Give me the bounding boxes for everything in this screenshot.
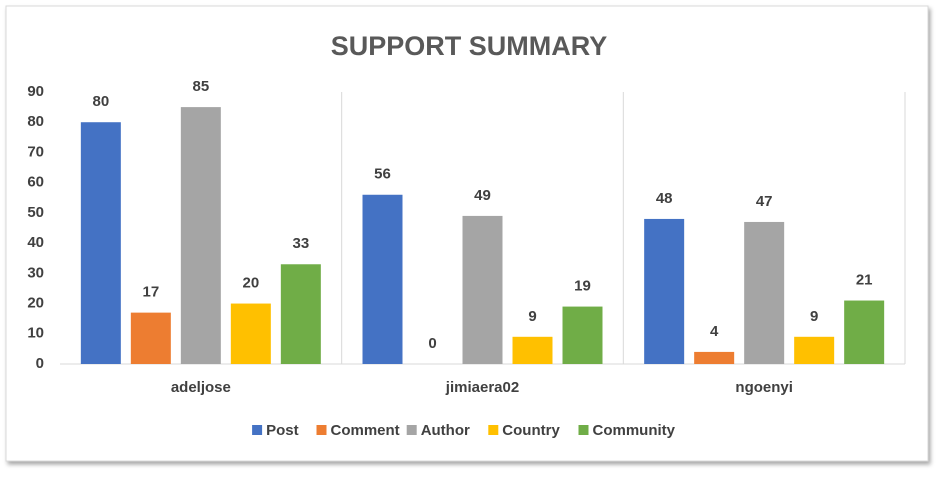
bar: [844, 300, 885, 364]
y-tick-label: 80: [27, 113, 44, 130]
bar: [462, 215, 503, 364]
legend-label: Community: [593, 422, 676, 439]
y-tick-label: 20: [27, 295, 44, 312]
bar: [794, 336, 835, 364]
bar: [744, 221, 785, 364]
data-label: 47: [756, 193, 773, 210]
data-label: 85: [192, 78, 209, 95]
data-label: 17: [142, 284, 159, 301]
bar: [562, 306, 603, 364]
y-tick-label: 90: [27, 83, 44, 100]
y-tick-label: 50: [27, 204, 44, 221]
legend-label: Country: [502, 422, 560, 439]
bar: [512, 336, 553, 364]
data-label: 0: [428, 335, 436, 352]
bar: [180, 107, 221, 364]
data-label: 48: [656, 190, 673, 207]
data-label: 20: [242, 275, 259, 292]
y-tick-label: 40: [27, 234, 44, 251]
legend-swatch: [252, 425, 263, 435]
bar: [362, 194, 403, 364]
data-label: 49: [474, 187, 491, 204]
bar: [230, 303, 271, 364]
legend-swatch: [578, 425, 589, 435]
x-tick-label: jimiaera02: [445, 379, 519, 396]
bar: [280, 264, 321, 364]
legend-label: Comment: [331, 422, 400, 439]
data-label: 33: [292, 235, 309, 252]
legend-swatch: [488, 425, 499, 435]
x-tick-label: adeljose: [171, 379, 231, 396]
x-tick-label: ngoenyi: [735, 379, 793, 396]
data-label: 9: [528, 308, 536, 325]
legend-label: Author: [421, 422, 470, 439]
bar: [694, 351, 735, 364]
y-tick-label: 60: [27, 174, 44, 191]
bar: [644, 218, 685, 364]
y-tick-label: 10: [27, 325, 44, 342]
y-tick-label: 0: [36, 355, 44, 372]
y-tick-label: 30: [27, 264, 44, 281]
legend-swatch: [316, 425, 327, 435]
data-label: 19: [574, 278, 591, 295]
bar: [80, 122, 121, 364]
bar: [130, 312, 171, 364]
data-label: 21: [856, 272, 873, 289]
data-label: 9: [810, 308, 818, 325]
legend-swatch: [406, 425, 417, 435]
chart-title: SUPPORT SUMMARY: [331, 31, 608, 61]
data-label: 80: [92, 93, 109, 110]
legend-label: Post: [266, 422, 299, 439]
y-tick-label: 70: [27, 143, 44, 160]
data-label: 4: [710, 323, 719, 340]
data-label: 56: [374, 166, 391, 183]
